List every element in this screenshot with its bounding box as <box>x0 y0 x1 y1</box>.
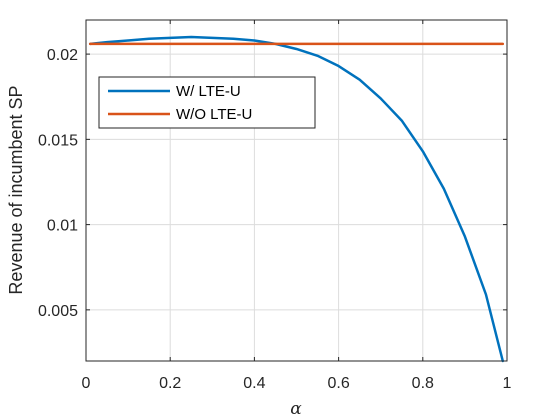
legend-label-w-lte-u: W/ LTE-U <box>176 83 241 100</box>
y-axis-ticks: 0.005 0.01 0.015 0.02 <box>38 47 507 320</box>
legend-label-wo-lte-u: W/O LTE-U <box>176 106 252 123</box>
x-tick-label: 0.4 <box>243 375 265 392</box>
y-axis-label: Revenue of incumbent SP <box>6 85 26 294</box>
y-tick-label: 0.005 <box>38 303 78 320</box>
x-tick-label: 0.6 <box>327 375 349 392</box>
x-tick-label: 0.8 <box>412 375 434 392</box>
x-tick-label: 0.2 <box>159 375 181 392</box>
x-tick-label: 0 <box>82 375 91 392</box>
x-tick-label: 1 <box>503 375 512 392</box>
legend: W/ LTE-U W/O LTE-U <box>98 76 316 129</box>
y-tick-label: 0.02 <box>47 47 78 64</box>
y-tick-label: 0.01 <box>47 218 78 235</box>
series-line-0 <box>88 35 505 363</box>
legend-box <box>98 76 316 129</box>
x-axis-ticks: 0 0.2 0.4 0.6 0.8 1 <box>82 20 512 392</box>
y-tick-label: 0.015 <box>38 132 78 149</box>
series-layer <box>88 35 505 363</box>
plot-frame <box>85 19 508 362</box>
x-axis-label: α <box>290 399 302 419</box>
